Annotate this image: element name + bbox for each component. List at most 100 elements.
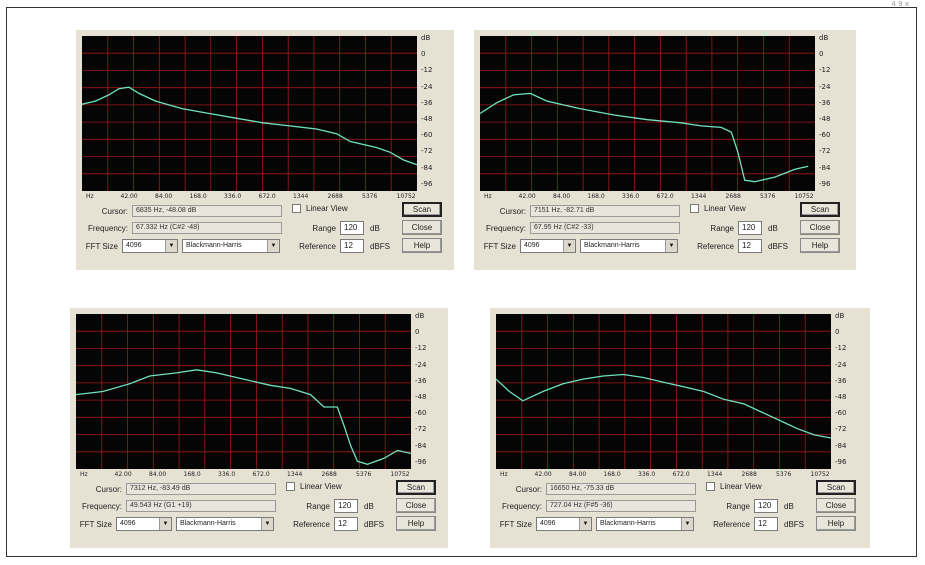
reference-unit: dBFS xyxy=(370,242,391,251)
chevron-down-icon[interactable]: ▼ xyxy=(665,240,677,252)
spectrum-svg xyxy=(496,314,831,469)
chevron-down-icon[interactable]: ▼ xyxy=(579,518,591,530)
fft-size-label: FFT Size xyxy=(85,242,118,251)
freq-tick-label: 336.0 xyxy=(224,193,242,200)
chevron-down-icon[interactable]: ▼ xyxy=(267,240,279,252)
freq-tick-label: 2688 xyxy=(725,193,741,200)
freq-tick-label: 1344 xyxy=(287,471,303,478)
linear-view-label: Linear View xyxy=(720,482,762,491)
freq-tick-label: 672.0 xyxy=(672,471,690,478)
frequency-readout: 67.332 Hz (C#2 -48) xyxy=(132,222,282,234)
range-input[interactable]: 120 xyxy=(738,221,762,235)
db-tick-label: -84 xyxy=(819,163,831,172)
freq-tick-label: 1344 xyxy=(293,193,309,200)
cursor-readout: 6835 Hz, -48.08 dB xyxy=(132,205,282,217)
freq-tick-label: 2688 xyxy=(327,193,343,200)
db-tick-label: -84 xyxy=(421,163,433,172)
freq-tick-label: Hz xyxy=(500,471,508,478)
range-unit: dB xyxy=(370,224,380,233)
db-tick-label: -60 xyxy=(415,409,427,418)
close-button[interactable]: Close xyxy=(816,498,856,513)
frequency-label: Frequency: xyxy=(485,224,526,233)
window-select[interactable]: Blackmann-Harris ▼ xyxy=(580,239,678,253)
fft-size-label: FFT Size xyxy=(483,242,516,251)
fft-size-value: 4096 xyxy=(120,520,136,527)
linear-view-label: Linear View xyxy=(306,204,348,213)
help-button[interactable]: Help xyxy=(396,516,436,531)
linear-view-label: Linear View xyxy=(300,482,342,491)
cursor-label: Cursor: xyxy=(95,485,122,494)
fft-size-select[interactable]: 4096 ▼ xyxy=(122,239,178,253)
plot-grid xyxy=(76,314,411,469)
window-select[interactable]: Blackmann-Harris ▼ xyxy=(176,517,274,531)
spectrum-plot[interactable] xyxy=(496,314,831,469)
spectrum-plot[interactable] xyxy=(82,36,417,191)
linear-view-label: Linear View xyxy=(704,204,746,213)
fft-size-select[interactable]: 4096 ▼ xyxy=(116,517,172,531)
db-scale: dB 0 -12 -24 -36 -48 -60 -72 -84 -96 xyxy=(419,34,439,189)
db-tick-label: -72 xyxy=(819,147,831,156)
reference-label: Reference xyxy=(697,242,734,251)
db-tick-label: -12 xyxy=(421,66,433,75)
range-input[interactable]: 120 xyxy=(754,499,778,513)
freq-tick-label: Hz xyxy=(86,193,94,200)
freq-tick-label: 168.0 xyxy=(189,193,207,200)
spectrum-plot[interactable] xyxy=(76,314,411,469)
spectrum-analyzer-panel: dB 0 -12 -24 -36 -48 -60 -72 -84 -96 Hz 42.00 84.00… xyxy=(490,308,870,548)
reference-unit: dBFS xyxy=(364,520,385,529)
freq-tick-label: 672.0 xyxy=(258,193,276,200)
reference-input[interactable]: 12 xyxy=(738,239,762,253)
frequency-label: Frequency: xyxy=(87,224,128,233)
freq-tick-label: 84.00 xyxy=(155,193,173,200)
fft-size-value: 4096 xyxy=(540,520,556,527)
db-tick-label: -96 xyxy=(421,179,433,188)
chevron-down-icon[interactable]: ▼ xyxy=(681,518,693,530)
freq-tick-label: 10752 xyxy=(794,193,814,200)
db-tick-label: -72 xyxy=(835,425,847,434)
close-button[interactable]: Close xyxy=(800,220,840,235)
chevron-down-icon[interactable]: ▼ xyxy=(165,240,177,252)
spectrum-plot[interactable] xyxy=(480,36,815,191)
cursor-label: Cursor: xyxy=(499,207,526,216)
window-value: Blackmann-Harris xyxy=(584,242,640,249)
help-button[interactable]: Help xyxy=(800,238,840,253)
freq-tick-label: 42.00 xyxy=(518,193,536,200)
scan-button[interactable]: Scan xyxy=(402,202,442,217)
reference-label: Reference xyxy=(299,242,336,251)
linear-view-checkbox[interactable] xyxy=(706,482,715,491)
range-unit: dB xyxy=(784,502,794,511)
linear-view-checkbox[interactable] xyxy=(286,482,295,491)
fft-size-select[interactable]: 4096 ▼ xyxy=(536,517,592,531)
chevron-down-icon[interactable]: ▼ xyxy=(261,518,273,530)
linear-view-checkbox[interactable] xyxy=(292,204,301,213)
spectrum-analyzer-panel: dB 0 -12 -24 -36 -48 -60 -72 -84 -96 Hz 42.00 84.00… xyxy=(474,30,856,270)
reference-input[interactable]: 12 xyxy=(340,239,364,253)
scan-button[interactable]: Scan xyxy=(396,480,436,495)
freq-tick-label: 42.00 xyxy=(120,193,138,200)
chevron-down-icon[interactable]: ▼ xyxy=(159,518,171,530)
chevron-down-icon[interactable]: ▼ xyxy=(563,240,575,252)
close-button[interactable]: Close xyxy=(396,498,436,513)
fft-size-select[interactable]: 4096 ▼ xyxy=(520,239,576,253)
window-select[interactable]: Blackmann-Harris ▼ xyxy=(182,239,280,253)
close-button[interactable]: Close xyxy=(402,220,442,235)
freq-tick-label: 2688 xyxy=(321,471,337,478)
reference-input[interactable]: 12 xyxy=(754,517,778,531)
scan-button[interactable]: Scan xyxy=(800,202,840,217)
range-input[interactable]: 120 xyxy=(340,221,364,235)
linear-view-checkbox[interactable] xyxy=(690,204,699,213)
frequency-readout: 727.04 Hz (F#5 -36) xyxy=(546,500,696,512)
cursor-readout: 7312 Hz, -83.49 dB xyxy=(126,483,276,495)
plot-grid xyxy=(496,314,831,469)
help-button[interactable]: Help xyxy=(816,516,856,531)
range-input[interactable]: 120 xyxy=(334,499,358,513)
help-button[interactable]: Help xyxy=(402,238,442,253)
db-tick-label: 0 xyxy=(835,328,840,337)
freq-tick-label: 1344 xyxy=(691,193,707,200)
db-tick-label: -60 xyxy=(421,131,433,140)
frequency-label: Frequency: xyxy=(81,502,122,511)
frequency-label: Frequency: xyxy=(501,502,542,511)
scan-button[interactable]: Scan xyxy=(816,480,856,495)
window-select[interactable]: Blackmann-Harris ▼ xyxy=(596,517,694,531)
reference-input[interactable]: 12 xyxy=(334,517,358,531)
